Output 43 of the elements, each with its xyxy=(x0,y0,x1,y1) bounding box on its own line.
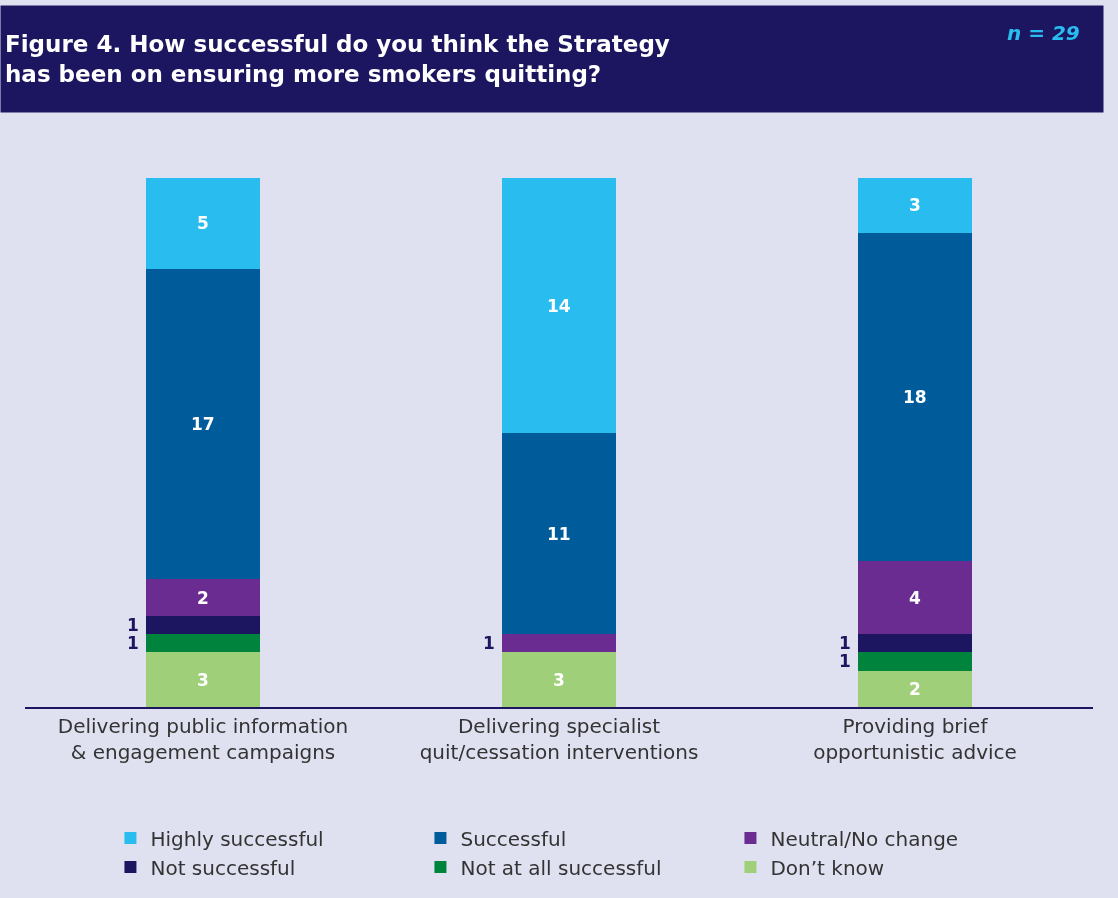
legend-label: Not successful xyxy=(150,855,296,880)
data-label: 3 xyxy=(909,195,921,215)
bar xyxy=(146,615,260,635)
bar xyxy=(502,433,616,635)
legend-label: Successful xyxy=(460,826,567,851)
legend-label: Not at all successful xyxy=(460,855,662,880)
bar xyxy=(858,177,972,233)
data-label: 17 xyxy=(191,414,215,434)
bar xyxy=(858,634,972,653)
data-label: 4 xyxy=(909,588,921,608)
bar xyxy=(146,177,260,270)
bar xyxy=(146,269,260,580)
data-label: 3 xyxy=(553,670,565,690)
data-label: 2 xyxy=(197,588,209,608)
data-label: 3 xyxy=(197,670,209,690)
text: n = 29 xyxy=(1007,21,1080,45)
bar xyxy=(858,652,972,671)
bar xyxy=(502,652,616,707)
legend-label: Highly successful xyxy=(150,826,324,851)
bar xyxy=(502,177,616,434)
bar xyxy=(146,634,260,653)
data-label: 1 xyxy=(839,651,851,671)
data-label: 1 xyxy=(127,633,139,653)
data-label: 1 xyxy=(483,633,495,653)
data-label: 11 xyxy=(547,524,571,544)
legend-label: Neutral/No change xyxy=(770,826,959,851)
bar xyxy=(858,561,972,635)
data-label: 2 xyxy=(909,679,921,699)
x-tick-label: Delivering specialist quit/cessation interventions xyxy=(419,713,699,764)
data-label: 14 xyxy=(547,296,571,316)
data-label: 1 xyxy=(127,615,139,635)
chart-title: Figure 4. How successful do you think the Strategy has been on ensuring more smokers quitting? xyxy=(5,31,670,87)
data-label: 18 xyxy=(903,387,927,407)
x-tick-label: Delivering public information & engagement campaigns xyxy=(57,713,349,764)
bar xyxy=(502,634,616,653)
data-label: 5 xyxy=(197,213,209,233)
bar xyxy=(858,670,972,707)
x-tick-label: Providing brief opportunistic advice xyxy=(813,713,1017,764)
bar xyxy=(146,652,260,707)
bar xyxy=(146,579,260,616)
data-label: 1 xyxy=(839,633,851,653)
bar xyxy=(858,232,972,562)
legend-label: Don’t know xyxy=(770,855,885,880)
